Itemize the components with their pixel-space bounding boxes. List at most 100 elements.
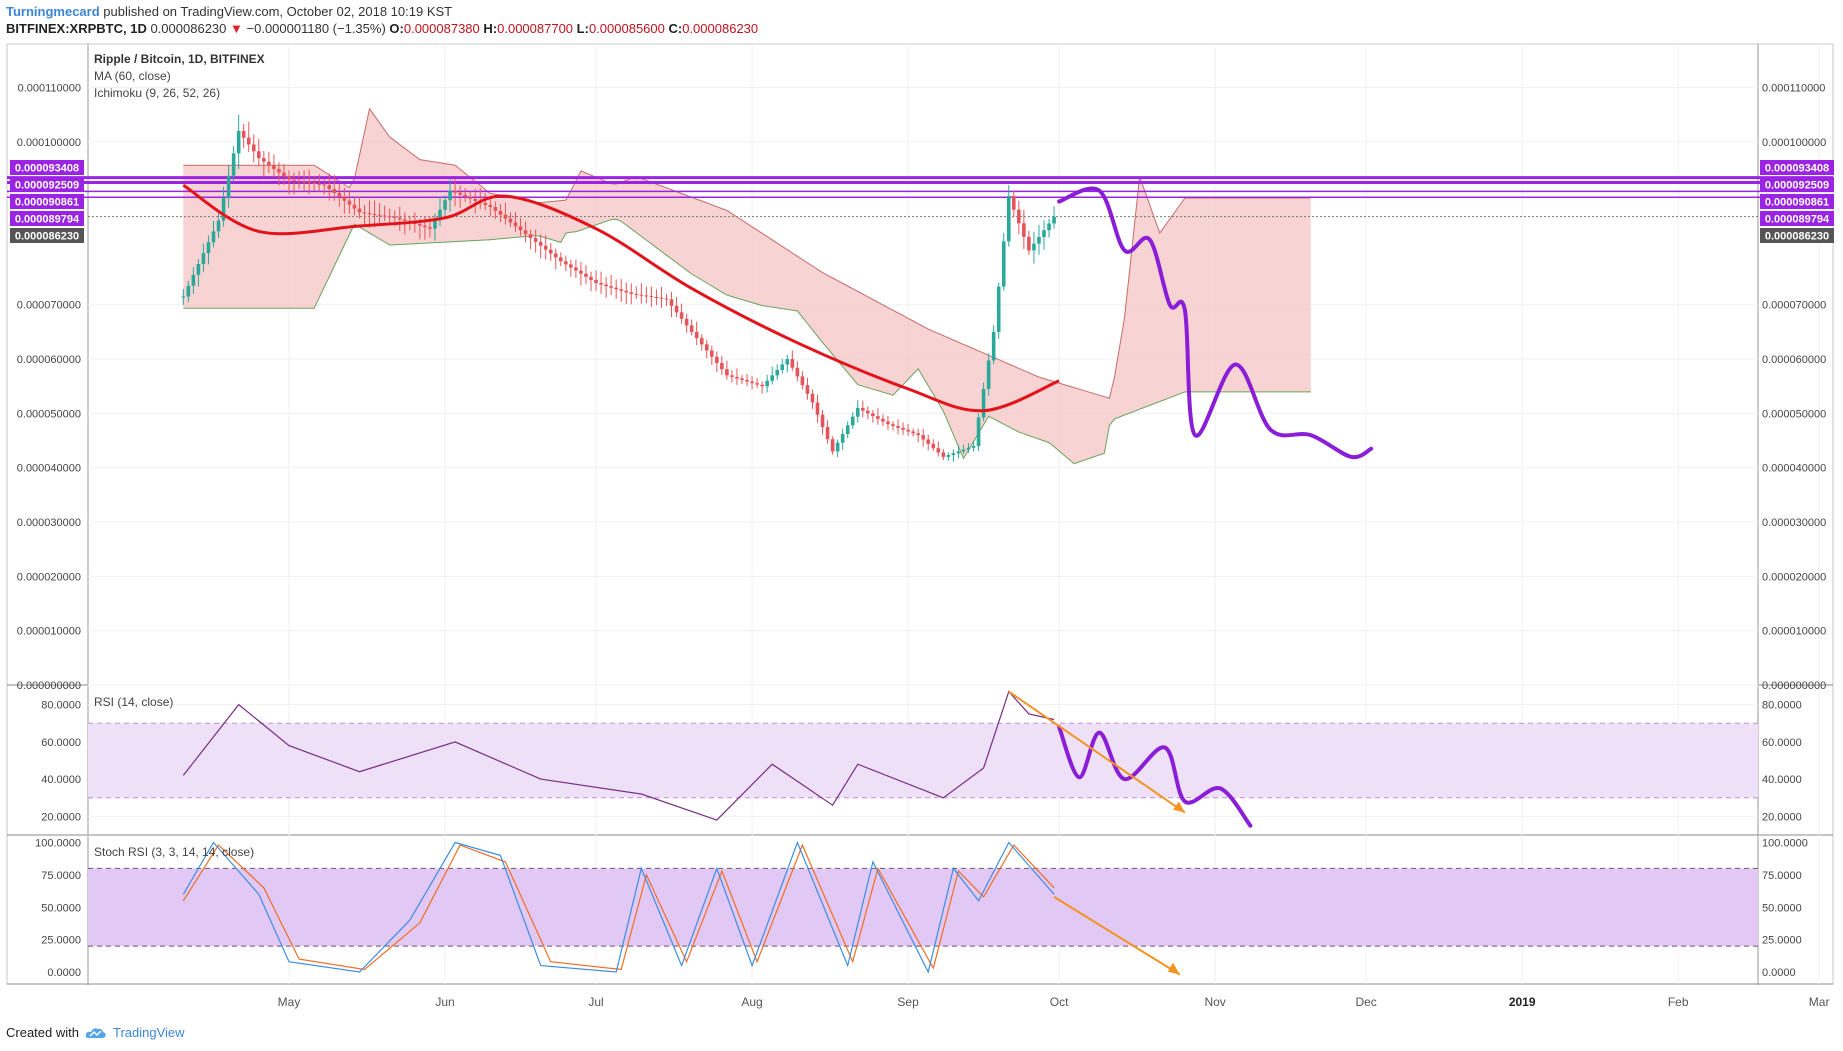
y-tick-label: 0.000030000 (17, 517, 81, 529)
level-tag-right (1760, 211, 1834, 226)
rsi-band (88, 723, 1758, 798)
candle-body (543, 245, 548, 250)
rsi-y-tick-label: 60.0000 (41, 737, 81, 749)
axes: May Jun Jul Aug Sep Oct Nov Dec 2019 Feb Mar 0.0001… (17, 82, 1830, 1009)
candle-body (755, 383, 759, 385)
user-drawings[interactable] (1008, 186, 1374, 976)
level-tag-left (10, 194, 84, 209)
stoch-k-line (182, 840, 1055, 974)
ichimoku-cloud (183, 107, 1311, 465)
candle-body (246, 137, 251, 145)
y-tick-label-right: 0.000110000 (1762, 82, 1825, 94)
candle-body (584, 273, 588, 277)
candle-body (1027, 236, 1031, 251)
candle-body (840, 434, 845, 443)
candle-body (1042, 230, 1046, 237)
ohlc-high-value: 0.000087700 (497, 21, 574, 36)
y-tick-label: 0.000020000 (17, 571, 81, 583)
level-tag-left-text: 0.000092509 (15, 180, 79, 192)
candle-body (528, 234, 533, 239)
rsi-y-tick-label: 20.0000 (41, 811, 81, 823)
rsi-arrow-head-icon (1172, 801, 1185, 813)
x-tick-label: Jun (435, 995, 454, 1009)
x-tick-label: Dec (1355, 995, 1376, 1009)
rsi-y-tick-label-right: 60.0000 (1762, 737, 1802, 749)
candle-body (433, 219, 437, 229)
candle-body (1047, 223, 1051, 231)
price-projection-drawing (1057, 186, 1374, 460)
candle-body (810, 393, 815, 403)
candle-body (679, 312, 684, 319)
candle-body (1052, 216, 1056, 224)
level-tag-left (10, 177, 84, 192)
candle-body (277, 168, 281, 173)
level-tag-left-text: 0.000090861 (15, 197, 79, 209)
x-tick-label: Aug (741, 995, 762, 1009)
candle-body (377, 214, 382, 216)
tradingview-cloud-icon (85, 1027, 106, 1038)
candle-body (559, 257, 563, 262)
y-tick-label: 0.000100000 (17, 137, 81, 149)
candle-body (916, 433, 920, 436)
candle-body (775, 369, 780, 376)
candle-body (976, 417, 981, 446)
candle-body (292, 179, 296, 181)
candle-body (946, 455, 951, 457)
candle-body (710, 350, 714, 357)
horizontal-levels[interactable]: 0.000093408 0.000093408 0.000092509 0.00009… (7, 160, 1834, 243)
candle-body (674, 305, 679, 313)
chart-frame (6, 43, 1834, 985)
author-link[interactable]: Turningmecard (6, 4, 100, 19)
candle-body (1032, 243, 1036, 251)
candle-body (518, 226, 523, 231)
stoch-y-tick-label-right: 25.0000 (1762, 935, 1802, 947)
candle-body (599, 283, 603, 285)
y-tick-label: 0.000070000 (17, 300, 81, 312)
y-tick-label: 0.000060000 (17, 354, 81, 366)
candle-body (553, 253, 558, 258)
candle-body (332, 189, 337, 193)
candle-body (307, 182, 311, 184)
candle-body (453, 190, 457, 193)
ohlc-close-label: C: (668, 21, 683, 36)
legends: Ripple / Bitcoin, 1D, BITFINEX MA (60, cl… (94, 52, 265, 859)
candle-body (790, 359, 795, 368)
stoch-y-tick-label: 0.0000 (47, 967, 81, 979)
candle-body (493, 206, 498, 211)
last-price-tag-left (10, 228, 84, 243)
y-tick-label: 0.000010000 (17, 626, 81, 638)
main-chart-title: Ripple / Bitcoin, 1D, BITFINEX (94, 52, 265, 66)
tradingview-brand[interactable]: TradingView (112, 1025, 185, 1040)
candle-body (221, 198, 226, 221)
candle-body (614, 287, 618, 290)
candle-body (1001, 241, 1006, 287)
stoch-y-tick-label-right: 100.0000 (1762, 837, 1808, 849)
stoch-y-tick-label: 75.0000 (41, 870, 81, 882)
candle-body (216, 220, 221, 232)
candle-body (206, 242, 211, 254)
rsi-projection-drawing (1057, 724, 1253, 828)
stoch-y-tick-label: 25.0000 (41, 935, 81, 947)
candle-body (881, 418, 885, 422)
candle-body (730, 375, 734, 377)
candle-body (689, 325, 694, 332)
footer: Created with TradingView (6, 1025, 185, 1040)
stoch-trend-arrow (1053, 896, 1181, 976)
candle-body (362, 212, 367, 214)
candle-body (367, 213, 372, 215)
candle-body (715, 356, 719, 363)
candle-body (226, 175, 231, 199)
candle-body (861, 407, 865, 411)
candle-body (795, 367, 800, 377)
candle-body (448, 190, 452, 201)
candle-body (201, 253, 206, 265)
published-text: published on TradingView.com, October 02… (103, 4, 453, 19)
candle-body (397, 217, 402, 220)
candle-body (624, 290, 629, 293)
candle-body (845, 425, 850, 435)
candle-body (981, 388, 986, 418)
candle-body (262, 158, 266, 162)
y-tick-label: 0.000000000 (17, 680, 81, 692)
candle-body (347, 200, 352, 205)
